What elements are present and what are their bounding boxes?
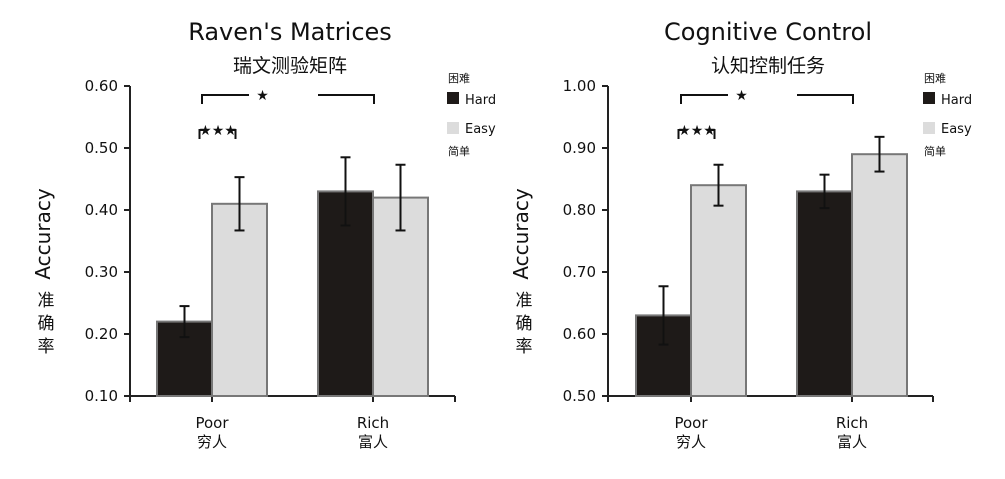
legend-easy-cn: 简单 <box>448 144 470 158</box>
y-tick-label: 1.00 <box>563 77 596 95</box>
y-axis-label-cn-char: 准 <box>516 291 533 311</box>
significance-stars: ★★★ <box>199 123 237 139</box>
significance-bracket-left <box>677 129 688 139</box>
significance-bracket-right <box>797 94 854 104</box>
chart-subtitle: 认知控制任务 <box>711 55 825 77</box>
significance-stars: ★★★ <box>678 123 716 139</box>
x-category-label: Poor <box>195 414 229 432</box>
x-category-label-cn: 富人 <box>358 433 388 451</box>
bar-easy-rich <box>851 153 908 397</box>
x-category-label-cn: 富人 <box>837 433 867 451</box>
y-tick-label: 0.70 <box>563 263 596 281</box>
legend-easy-cn: 简单 <box>924 144 946 158</box>
y-tick-label: 0.60 <box>563 325 596 343</box>
x-category-label: Rich <box>836 414 868 432</box>
y-axis-label-cn-char: 率 <box>516 337 533 357</box>
legend-swatch-easy <box>447 122 459 134</box>
legend-hard-cn: 困难 <box>924 72 946 85</box>
bar-hard-rich <box>796 190 853 397</box>
significance-bracket-left <box>201 94 249 104</box>
y-tick-label: 0.50 <box>563 387 596 405</box>
y-axis-label-cn-char: 率 <box>38 337 55 357</box>
legend-swatch-hard <box>923 92 935 104</box>
y-axis-label-cn-char: 确 <box>38 314 55 334</box>
legend-easy-label: Easy <box>941 122 972 137</box>
y-tick-label: 0.40 <box>85 201 118 219</box>
chart-panel-1: Raven's Matrices 瑞文测验矩阵 Accuracy 准确率 0.10 0.2… <box>31 18 496 451</box>
y-axis-label-cn-char: 确 <box>516 314 533 334</box>
y-tick-label: 0.30 <box>85 263 118 281</box>
chart-subtitle: 瑞文测验矩阵 <box>233 55 347 77</box>
significance-bracket-right <box>318 94 375 104</box>
y-tick-label: 0.10 <box>85 387 118 405</box>
y-axis-label-cn-char: 准 <box>38 291 55 311</box>
legend-easy-label: Easy <box>465 122 496 137</box>
y-tick-label: 0.20 <box>85 325 118 343</box>
bar-easy-poor <box>211 202 268 397</box>
significance-bracket-right <box>227 129 237 139</box>
y-axis-label: Accuracy <box>509 188 533 279</box>
legend-hard-label: Hard <box>941 93 972 108</box>
legend-swatch-easy <box>923 122 935 134</box>
x-category-label-cn: 穷人 <box>197 433 227 451</box>
significance-star: ★ <box>735 88 748 104</box>
y-axis-label: Accuracy <box>31 188 55 279</box>
significance-bracket-right <box>706 129 716 139</box>
significance-bracket-left <box>198 129 209 139</box>
x-category-label-cn: 穷人 <box>676 433 706 451</box>
chart-panel-2: Cognitive Control 认知控制任务 Accuracy 准确率 0.50 0.… <box>509 18 972 451</box>
chart-title: Cognitive Control <box>664 18 872 46</box>
legend-swatch-hard <box>447 92 459 104</box>
significance-bracket-left <box>680 94 728 104</box>
y-tick-label: 0.50 <box>85 139 118 157</box>
x-category-label: Rich <box>357 414 389 432</box>
y-tick-label: 0.90 <box>563 139 596 157</box>
legend-hard-label: Hard <box>465 93 496 108</box>
chart-title: Raven's Matrices <box>188 18 392 46</box>
bar-easy-poor <box>690 184 747 397</box>
y-tick-label: 0.80 <box>563 201 596 219</box>
y-tick-label: 0.60 <box>85 77 118 95</box>
x-category-label: Poor <box>674 414 708 432</box>
significance-star: ★ <box>256 88 269 104</box>
legend-hard-cn: 困难 <box>448 72 470 85</box>
